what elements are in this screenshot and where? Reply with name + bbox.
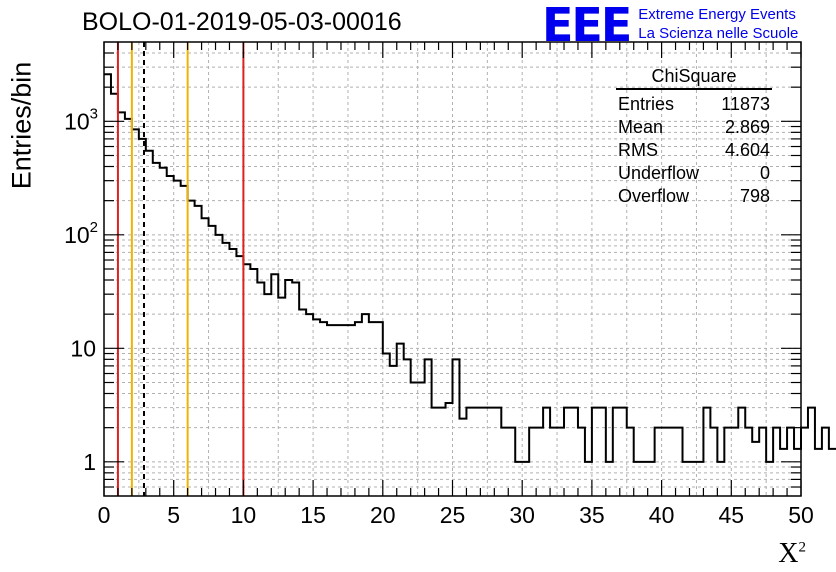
histogram-step-line — [104, 73, 836, 463]
stats-value: 4.604 — [724, 140, 770, 160]
stats-label: Underflow — [618, 163, 700, 183]
stats-row-underflow: Underflow 0 — [610, 163, 778, 186]
x-tick-label: 40 — [649, 502, 675, 528]
stats-value: 0 — [759, 163, 770, 183]
y-tick-label: 103 — [64, 105, 98, 134]
y-tick-label: 10 — [70, 335, 96, 361]
x-axis-label-exponent: 2 — [798, 539, 807, 556]
x-tick-label: 10 — [231, 502, 257, 528]
stats-row-mean: Mean 2.869 — [610, 117, 778, 140]
x-axis-label: X2 — [778, 538, 806, 570]
x-tick-label: 50 — [788, 502, 814, 528]
x-tick-label: 45 — [719, 502, 745, 528]
y-axis-label: Entries/bin — [6, 61, 37, 190]
x-tick-label: 30 — [509, 502, 535, 528]
stats-value: 2.869 — [724, 117, 770, 137]
logo-line-2: La Scienza nelle Scuole — [638, 25, 799, 42]
x-tick-label: 15 — [300, 502, 326, 528]
axis-ticks — [103, 42, 802, 496]
logo-mark: EEE — [542, 0, 632, 52]
y-tick-label: 1 — [83, 449, 96, 475]
stats-label: RMS — [618, 140, 658, 160]
chart-title: BOLO-01-2019-05-03-00016 — [82, 8, 402, 36]
eee-logo: EEE Extreme Energy Events La Scienza nel… — [542, 2, 798, 48]
y-tick-label: 102 — [64, 219, 98, 248]
x-tick-label: 25 — [440, 502, 466, 528]
logo-line-1: Extreme Energy Events — [638, 6, 796, 23]
stats-label: Overflow — [618, 186, 690, 206]
stats-value: 11873 — [721, 94, 770, 114]
histogram-series — [104, 73, 836, 463]
stats-row-overflow: Overflow 798 — [610, 186, 778, 209]
stats-row-rms: RMS 4.604 — [610, 140, 778, 163]
logo-text: Extreme Energy Events La Scienza nelle S… — [638, 5, 798, 43]
x-tick-labels: 0 5 10 15 20 25 30 35 40 45 50 — [98, 502, 814, 528]
stats-box: ChiSquare Entries 11873 Mean 2.869 RMS 4.60… — [610, 66, 778, 209]
x-axis-label-base: X — [778, 538, 799, 569]
x-tick-label: 20 — [370, 502, 396, 528]
stats-label: Entries — [618, 94, 675, 114]
x-tick-label: 5 — [167, 502, 180, 528]
y-tick-labels: 1 10 102 103 — [64, 105, 98, 475]
stats-label: Mean — [618, 117, 664, 137]
stats-row-entries: Entries 11873 — [610, 94, 778, 117]
reference-lines — [116, 42, 245, 496]
x-tick-label: 0 — [98, 502, 111, 528]
stats-value: 798 — [739, 186, 770, 206]
x-tick-label: 35 — [579, 502, 605, 528]
stats-title: ChiSquare — [616, 66, 772, 90]
